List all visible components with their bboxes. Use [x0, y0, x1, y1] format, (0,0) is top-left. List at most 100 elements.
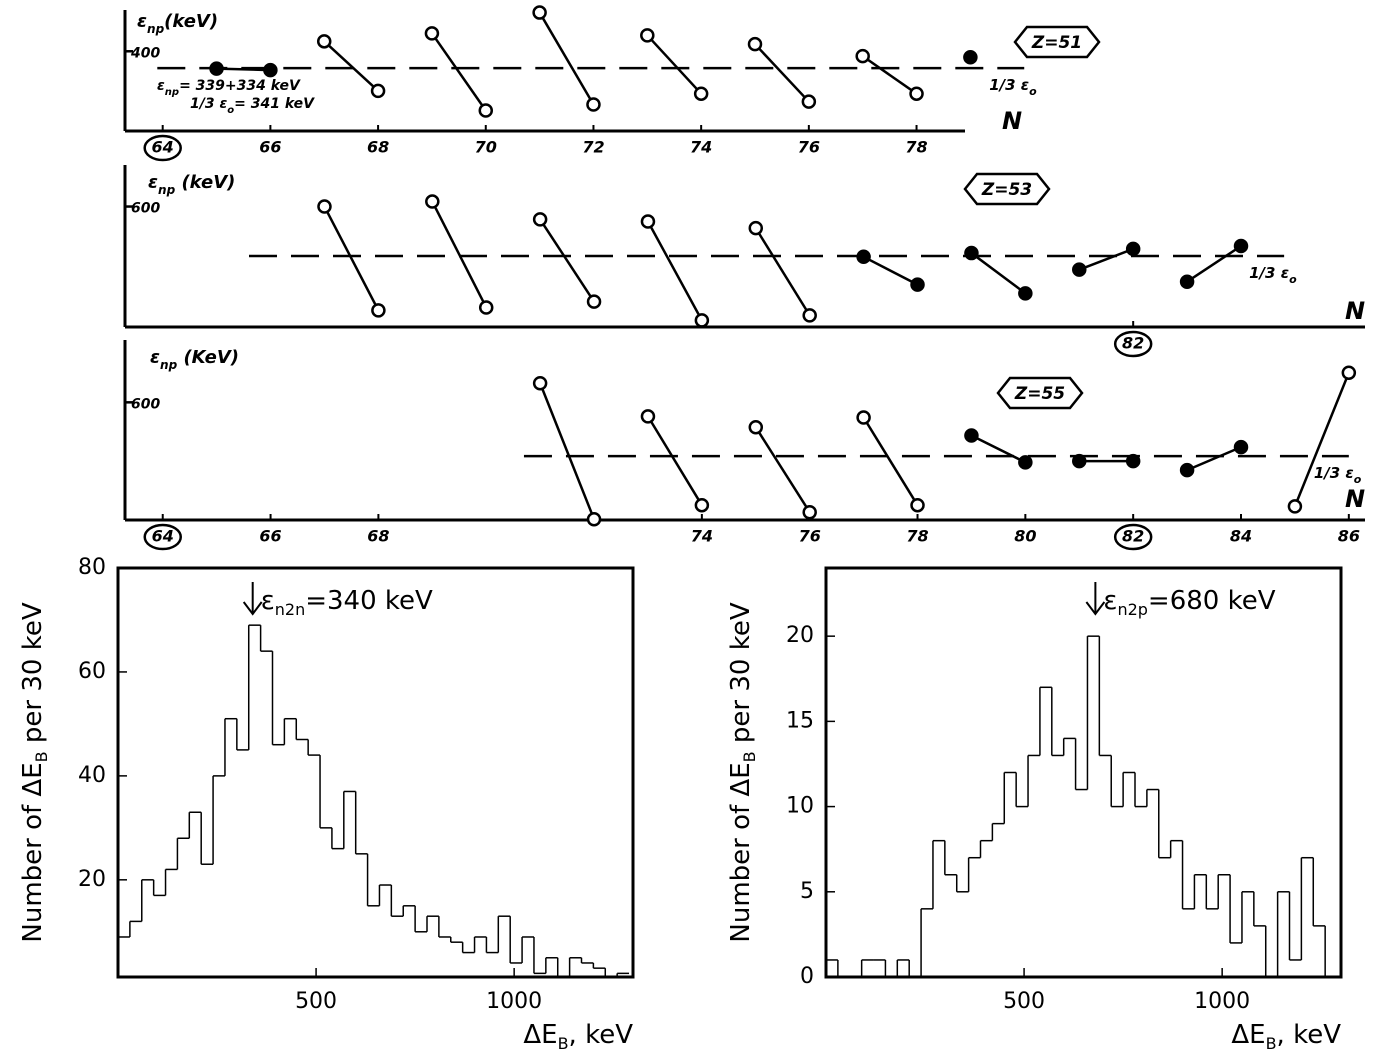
tag: Z=53: [981, 180, 1032, 200]
subscript: o: [227, 105, 234, 116]
arrow-head: [1085, 601, 1106, 616]
y-tick-label: 40: [78, 763, 106, 788]
text-part: , keV: [569, 1020, 634, 1050]
open-point: [802, 308, 817, 323]
y-axis-label: Number of ΔEB per 30 keV: [726, 602, 760, 942]
annotation: εnp= 339+334 keV: [157, 78, 301, 98]
open-point: [640, 214, 656, 229]
connector: [1186, 445, 1242, 472]
y-tick-label: 80: [78, 555, 106, 580]
x-tick-label: 74: [691, 527, 713, 546]
filled-point: [964, 428, 979, 443]
tick-circle: [143, 523, 182, 551]
open-point: [532, 212, 548, 227]
x-tick-label: 84: [1230, 527, 1252, 546]
x-tick-label: 68: [367, 138, 389, 157]
arrow-head: [242, 601, 263, 616]
annotation: εn2p=680 keV: [1103, 586, 1275, 620]
open-point: [586, 97, 601, 112]
x-tick-label: 500: [1003, 989, 1045, 1014]
open-point: [693, 86, 709, 101]
connector: [646, 34, 703, 95]
x-tick-label: 64: [152, 138, 174, 157]
text-part: = 341 keV: [234, 96, 315, 112]
subscript: np: [158, 183, 176, 197]
text-part: ΔE: [1231, 1020, 1265, 1050]
x-tick-label: 68: [367, 527, 389, 546]
connector: [646, 220, 703, 321]
y-tick-label: 600: [131, 396, 160, 412]
connector: [754, 227, 811, 317]
text-part: ε: [157, 78, 165, 94]
filled-point: [963, 50, 978, 65]
open-point: [586, 511, 602, 527]
text-part: 1/3 ε: [989, 76, 1029, 94]
x-tick-label: 66: [259, 527, 281, 546]
filled-point: [1072, 262, 1087, 277]
histogram-steps: [118, 624, 630, 977]
text-part: (keV): [164, 11, 218, 32]
subscript: B: [32, 751, 51, 762]
open-point: [694, 497, 710, 513]
y-tick-label: 15: [786, 708, 814, 733]
open-point: [640, 28, 655, 43]
text-part: ε: [137, 11, 147, 32]
filled-point: [263, 62, 278, 78]
text-part: =340 keV: [305, 586, 433, 616]
open-point: [478, 103, 494, 118]
text-part: 1/3 ε: [1314, 464, 1354, 482]
reference-label: 1/3 εo: [989, 76, 1037, 98]
x-tick-label: 78: [906, 527, 928, 546]
x-tick-label: 86: [1338, 527, 1360, 546]
filled-point: [1233, 439, 1249, 455]
connector: [538, 382, 596, 520]
annotation: 1/3 εo= 341 keV: [190, 96, 315, 116]
connector: [862, 416, 919, 506]
subscript: B: [558, 1034, 569, 1053]
x-tick-label: 74: [690, 138, 712, 157]
x-tick-label: 76: [798, 138, 820, 157]
connector: [539, 218, 596, 303]
text-part: = 339+334 keV: [179, 78, 301, 94]
x-tick-label: 82: [1122, 527, 1144, 546]
tick-circle: [1113, 330, 1153, 358]
text-part: Number of ΔE: [18, 762, 48, 942]
x-tick-label: 80: [1014, 527, 1036, 546]
open-point: [694, 313, 710, 328]
y-tick-label: 0: [800, 964, 814, 989]
connector: [216, 67, 271, 72]
open-point: [532, 5, 547, 20]
subscript: np: [147, 22, 165, 36]
open-point: [802, 504, 817, 520]
connector: [431, 200, 488, 309]
x-tick-label: 70: [475, 138, 497, 157]
plot-frame: [116, 566, 635, 979]
open-point: [640, 409, 656, 424]
x-tick-label: 78: [905, 138, 927, 157]
connector: [323, 40, 379, 92]
y-axis-label: εnp (keV): [148, 172, 235, 197]
x-tick-label: 1000: [486, 989, 542, 1014]
y-tick-label: 10: [786, 794, 814, 819]
tag-frame: [996, 376, 1084, 410]
tick-circle: [1113, 523, 1153, 551]
reference-label: 1/3 εo: [1314, 464, 1362, 486]
text-part: ε: [1103, 586, 1117, 616]
y-tick-label: 20: [78, 867, 106, 892]
text-part: =680 keV: [1148, 586, 1276, 616]
open-point: [748, 420, 764, 435]
tag-frame: [963, 172, 1051, 206]
text-part: ε: [150, 347, 160, 368]
text-part: 1/3 ε: [1249, 263, 1289, 281]
connector: [646, 415, 703, 506]
open-point: [1341, 365, 1357, 380]
filled-point: [1072, 453, 1087, 469]
y-tick-label: 5: [800, 879, 814, 904]
open-point: [532, 375, 548, 391]
subscript: n2n: [275, 600, 305, 619]
tick-circle: [143, 134, 182, 162]
subscript: n2p: [1117, 600, 1147, 619]
text-part: (keV): [175, 172, 235, 193]
